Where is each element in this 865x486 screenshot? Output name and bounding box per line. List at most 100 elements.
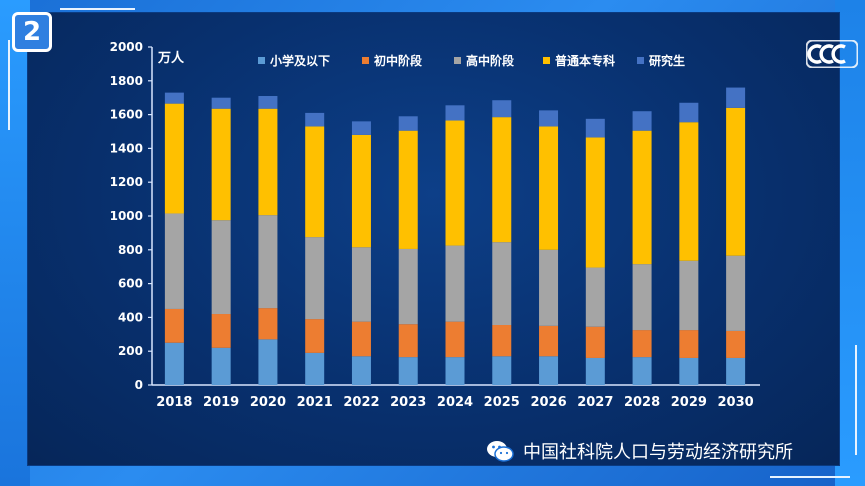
bar-segment-2025-0 [492, 356, 512, 385]
bar-segment-2019-0 [211, 347, 231, 385]
legend-swatch [637, 57, 644, 64]
bar-segment-2022-2 [351, 247, 371, 322]
bar-segment-2027-3 [585, 137, 605, 268]
bar-segment-2021-2 [305, 237, 325, 320]
x-tick-label: 2022 [343, 395, 379, 410]
bar-segment-2025-3 [492, 117, 512, 243]
x-tick-label: 2020 [250, 395, 286, 410]
y-tick-label: 600 [118, 277, 143, 291]
legend-swatch [258, 57, 265, 64]
bar-segment-2023-1 [398, 324, 418, 358]
legend-label: 初中阶段 [374, 53, 423, 68]
x-tick-label: 2025 [484, 395, 520, 410]
top-deco-line [60, 8, 135, 10]
bar-segment-2023-4 [398, 116, 418, 131]
bar-segment-2018-4 [164, 92, 184, 104]
bar-segment-2024-2 [445, 245, 465, 322]
x-tick-label: 2021 [297, 395, 333, 410]
y-tick-label: 400 [118, 310, 143, 324]
bar-segment-2029-4 [679, 102, 699, 123]
bar-segment-2027-1 [585, 326, 605, 358]
bar-segment-2023-0 [398, 357, 418, 385]
x-tick-label: 2029 [671, 395, 707, 410]
y-tick-label: 0 [135, 378, 143, 392]
x-tick-label: 2019 [203, 395, 239, 410]
bar-segment-2022-0 [351, 356, 371, 385]
bar-segment-2020-2 [258, 215, 278, 309]
bar-segment-2022-1 [351, 321, 371, 357]
bar-segment-2018-0 [164, 342, 184, 385]
x-tick-label: 2030 [718, 395, 754, 410]
bar-segment-2030-2 [726, 255, 746, 331]
bar-segment-2019-3 [211, 108, 231, 221]
unit-label: 万人 [157, 50, 185, 66]
bar-segment-2022-3 [351, 134, 371, 248]
x-tick-label: 2024 [437, 395, 473, 410]
bar-segment-2018-1 [164, 308, 184, 343]
legend-label: 研究生 [649, 53, 685, 68]
bar-segment-2030-3 [726, 107, 746, 256]
bar-segment-2026-2 [539, 249, 559, 326]
bar-segment-2023-2 [398, 248, 418, 325]
bar-segment-2027-0 [585, 357, 605, 385]
x-tick-label: 2027 [577, 395, 613, 410]
x-tick-label: 2026 [530, 395, 566, 410]
bottom-deco-line [770, 476, 850, 478]
bar-segment-2020-3 [258, 108, 278, 216]
bar-segment-2028-4 [632, 111, 652, 131]
bar-segment-2026-4 [539, 110, 559, 127]
watermark: 中国社科院人口与劳动经济研究所 [485, 437, 793, 465]
watermark-text: 中国社科院人口与劳动经济研究所 [523, 442, 793, 463]
y-tick-label: 200 [118, 344, 143, 358]
y-tick-label: 1600 [110, 108, 143, 122]
bar-segment-2030-1 [726, 330, 746, 358]
right-deco-line [855, 345, 857, 455]
x-tick-label: 2018 [156, 395, 192, 410]
left-deco-line [8, 40, 10, 130]
y-tick-label: 1200 [110, 175, 143, 189]
x-tick-label: 2023 [390, 395, 426, 410]
cctv-logo [806, 40, 858, 68]
bar-segment-2024-3 [445, 120, 465, 246]
legend-label: 普通本专科 [555, 53, 615, 68]
bar-segment-2027-2 [585, 267, 605, 327]
bar-segment-2029-0 [679, 357, 699, 385]
bar-segment-2020-1 [258, 308, 278, 340]
bar-segment-2026-3 [539, 126, 559, 250]
bar-segment-2021-1 [305, 319, 325, 353]
bar-segment-2019-2 [211, 220, 231, 315]
bar-segment-2019-1 [211, 314, 231, 348]
bar-segment-2030-0 [726, 357, 746, 385]
bar-segment-2029-3 [679, 122, 699, 261]
bar-segment-2018-2 [164, 213, 184, 309]
bar-segment-2024-0 [445, 357, 465, 385]
y-tick-label: 2000 [110, 40, 143, 54]
left-frame [0, 0, 30, 486]
bar-segment-2025-4 [492, 100, 512, 118]
legend-label: 小学及以下 [270, 53, 330, 68]
bar-segment-2029-2 [679, 260, 699, 331]
bar-segment-2026-1 [539, 325, 559, 357]
y-tick-label: 800 [118, 243, 143, 257]
bar-segment-2021-0 [305, 352, 325, 385]
legend-swatch [543, 57, 550, 64]
bar-segment-2021-4 [305, 112, 325, 127]
x-tick-label: 2028 [624, 395, 660, 410]
right-frame [835, 0, 865, 486]
legend-swatch [362, 57, 369, 64]
bar-segment-2030-4 [726, 87, 746, 108]
bar-segment-2024-1 [445, 321, 465, 358]
bar-segment-2022-4 [351, 121, 371, 135]
bar-segment-2025-1 [492, 325, 512, 357]
bar-segment-2018-3 [164, 103, 184, 214]
bar-segment-2023-3 [398, 130, 418, 249]
bar-segment-2028-1 [632, 330, 652, 358]
y-tick-label: 1800 [110, 74, 143, 88]
bar-segment-2028-0 [632, 357, 652, 385]
bar-segment-2026-0 [539, 356, 559, 385]
y-tick-label: 1400 [110, 141, 143, 155]
legend-label: 高中阶段 [466, 53, 515, 68]
bar-segment-2029-1 [679, 330, 699, 358]
bar-segment-2024-4 [445, 105, 465, 121]
